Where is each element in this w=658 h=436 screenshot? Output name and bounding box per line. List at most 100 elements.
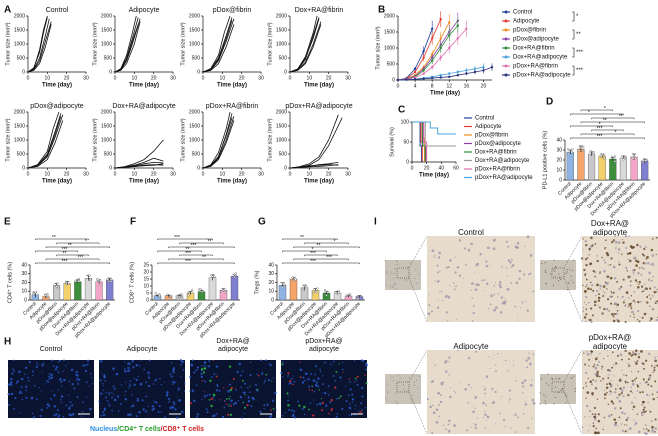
histology-image — [427, 350, 535, 434]
histology-image — [582, 350, 658, 434]
nucleus-dot — [584, 274, 587, 276]
x-tick-label: 10 — [132, 75, 138, 81]
cell-dot — [232, 403, 235, 406]
cell-dot — [208, 399, 211, 401]
nucleus-dot — [651, 294, 654, 297]
inset-dot — [395, 259, 398, 262]
cell-dot — [77, 382, 79, 384]
inset-dot — [395, 264, 397, 266]
replicate-dot — [97, 280, 100, 283]
significance-bracket — [572, 65, 575, 76]
bar — [208, 277, 217, 301]
nucleus-dot — [654, 418, 657, 421]
fluorescence-image — [8, 360, 94, 418]
series-line — [202, 120, 235, 169]
cell-dot — [57, 361, 60, 363]
cell-dot — [196, 366, 199, 369]
data-point — [448, 21, 451, 24]
cell-dot — [247, 399, 251, 403]
cell-dot — [213, 373, 216, 375]
x-tick-label: 12 — [446, 83, 452, 89]
replicate-dot — [325, 294, 328, 297]
cell-dot — [167, 397, 171, 400]
nucleus-dot — [464, 387, 467, 391]
cell-dot — [212, 360, 214, 362]
cell-dot — [65, 404, 68, 407]
cell-dot — [24, 373, 26, 375]
nucleus-dot — [583, 352, 585, 354]
nucleus-dot — [604, 248, 606, 250]
cell-dot — [98, 400, 100, 403]
nucleus-dot — [525, 359, 528, 362]
nucleus-dot — [522, 385, 525, 388]
replicate-dot — [88, 274, 91, 277]
cell-dot — [129, 413, 132, 416]
cell-dot — [112, 367, 115, 370]
cell-dot — [247, 396, 250, 399]
x-tick-label: 0 — [114, 75, 117, 81]
data-point — [490, 66, 494, 69]
y-tick-label: 1000 — [189, 137, 200, 143]
nucleus-dot — [644, 283, 646, 286]
inset-dot — [559, 276, 561, 278]
cell-dot — [267, 378, 271, 382]
nucleus-dot — [624, 305, 627, 307]
nucleus-dot — [488, 308, 490, 310]
nucleus-dot — [470, 386, 472, 389]
significance-bracket — [572, 11, 575, 22]
cell-dot — [69, 413, 73, 417]
cell-dot — [248, 391, 251, 394]
nucleus-dot — [655, 236, 658, 239]
nucleus-dot — [590, 288, 593, 291]
cell-dot — [32, 374, 34, 377]
significance-bracket — [56, 254, 89, 257]
cell-dot — [195, 369, 198, 371]
cell-dot — [318, 402, 322, 406]
nucleus-dot — [442, 381, 445, 384]
nucleus-dot — [477, 417, 479, 419]
nucleus-dot — [608, 310, 610, 312]
replicate-dot — [99, 283, 102, 286]
replicate-dot — [567, 152, 570, 156]
significance-label: *** — [62, 259, 68, 265]
cell-dot — [135, 378, 138, 382]
inset-dot — [396, 402, 398, 405]
inset-dot — [572, 269, 574, 272]
nucleus-dot — [599, 284, 602, 288]
caption-segment: /CD8⁺ T cells — [161, 426, 204, 433]
nucleus-dot — [631, 310, 634, 314]
cell-dot — [335, 370, 338, 373]
cell-dot — [103, 376, 106, 379]
inset-dot — [395, 400, 397, 402]
y-tick-label: 1000 — [101, 137, 112, 143]
cell-dot — [60, 380, 63, 383]
nucleus-dot — [637, 271, 640, 275]
nucleus-dot — [591, 244, 594, 247]
replicate-dot — [234, 272, 237, 275]
nucleus-dot — [587, 287, 590, 291]
nucleus-dot — [460, 381, 462, 383]
x-tick-label: 40 — [439, 165, 445, 171]
nucleus-dot — [604, 281, 607, 284]
cell-dot — [90, 377, 93, 379]
cell-dot — [356, 383, 359, 386]
cell-dot — [172, 371, 175, 374]
nucleus-dot — [509, 261, 512, 264]
nucleus-dot — [628, 235, 630, 237]
nucleus-dot — [645, 393, 649, 397]
cell-dot — [148, 374, 150, 376]
nucleus-dot — [482, 417, 485, 419]
nucleus-dot — [600, 380, 602, 382]
nucleus-dot — [640, 349, 643, 353]
nucleus-dot — [609, 393, 611, 396]
nucleus-dot — [510, 266, 513, 268]
nucleus-dot — [432, 411, 436, 415]
inset-dot — [545, 283, 547, 285]
replicate-dot — [622, 158, 625, 161]
cell-dot — [241, 379, 244, 382]
cell-dot — [25, 389, 27, 392]
cell-dot — [85, 396, 88, 398]
inset-dot — [412, 395, 414, 397]
cell-dot — [206, 411, 209, 414]
cell-dot — [140, 360, 142, 362]
